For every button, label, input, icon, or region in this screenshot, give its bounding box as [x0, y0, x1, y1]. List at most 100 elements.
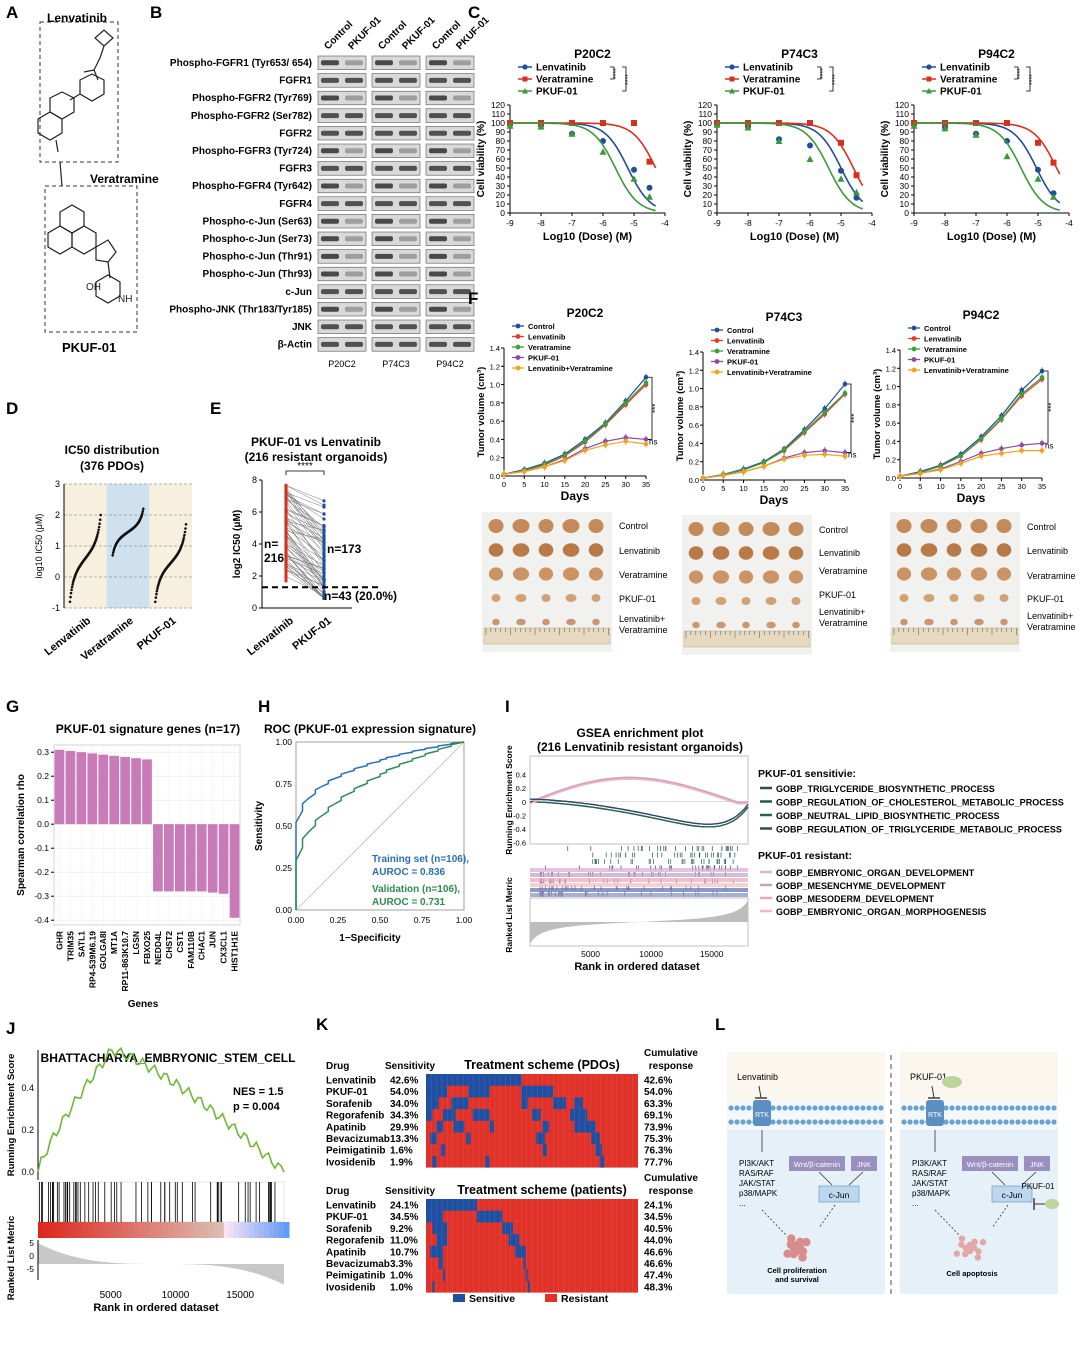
membrane-lipid — [878, 1119, 883, 1124]
x-tick-label: 20 — [581, 480, 589, 489]
y-tick-label: 20 — [900, 190, 910, 200]
y-tick-label: 90 — [703, 127, 713, 137]
data-point — [600, 120, 606, 126]
drug-label: Lenvatinib — [326, 1076, 376, 1087]
mechanism-lenvatinib-side: RTKLenvatinibPI3K/AKTRAS/RAFJAK/STATp38/… — [727, 1052, 885, 1294]
rank-color-cell — [174, 1222, 180, 1238]
data-point — [1004, 120, 1010, 126]
blot-band — [345, 289, 363, 294]
rank-color-cell — [269, 1222, 275, 1238]
blot-band — [399, 148, 417, 153]
sensitivity-value: 3.3% — [390, 1259, 413, 1270]
x-tick-label: -7 — [972, 218, 980, 228]
membrane-lipid — [1051, 1119, 1056, 1124]
y-tick-label: 0.4 — [689, 439, 699, 448]
panel-h: H ROC (PKUF-01 expression signature)0.00… — [254, 697, 476, 944]
cumulative-value: 63.3% — [644, 1099, 672, 1110]
outcome-label: Cell apoptosis — [946, 1269, 997, 1278]
viability-chart-p74c3: P74C30102030405060708090100110120-9 -8 -7-… — [683, 47, 876, 243]
membrane-lipid — [1033, 1105, 1038, 1110]
tumor-specimen — [516, 594, 527, 602]
growth-line — [504, 383, 646, 475]
y-tick-label: 0 — [522, 798, 526, 807]
membrane-lipid — [788, 1119, 793, 1124]
data-point — [854, 195, 860, 201]
membrane-lipid — [830, 1105, 835, 1110]
rank-color-cell — [244, 1222, 250, 1238]
wnt-label: Wnt/β-catenin — [967, 1160, 1013, 1169]
sensitivity-value: 1.0% — [390, 1282, 413, 1293]
x-tick-label: 0.00 — [288, 915, 305, 925]
jnk-label: JNK — [1030, 1160, 1044, 1169]
data-point — [1040, 369, 1045, 374]
sensitivity-value: 42.6% — [390, 1076, 418, 1087]
x-axis-label: Rank in ordered dataset — [93, 1302, 219, 1314]
gene-bar — [66, 751, 76, 824]
drug-label: Ivosidenib — [326, 1282, 375, 1293]
ruler — [892, 628, 1018, 644]
column-header: Sensitivity — [385, 1186, 435, 1197]
column-header: Drug — [326, 1061, 349, 1072]
legend-label: Veratramine — [536, 75, 594, 86]
tumor-specimen — [766, 597, 777, 605]
y-tick-label: -0.3 — [34, 891, 49, 901]
blot-row-label: Phospho-FGFR3 (Tyr724) — [192, 146, 312, 157]
legend-marker — [715, 328, 720, 333]
gsea-stem-cell-plot: BHATTACHARYA_EMBRYONIC_STEM_CELL0.00.20.… — [6, 1048, 295, 1314]
gene-set-strip — [530, 883, 748, 887]
blot-band — [321, 272, 339, 277]
gene-bar — [87, 753, 97, 824]
membrane-lipid — [985, 1119, 990, 1124]
blot-band — [453, 96, 471, 101]
ns-label: ns — [1045, 441, 1053, 450]
blot-band — [345, 254, 363, 259]
cell-cluster — [980, 1239, 986, 1245]
gene-bar — [98, 755, 108, 825]
gene-bar — [208, 824, 218, 892]
legend-label: Lenvatinib — [743, 63, 793, 74]
tumor-specimen — [739, 570, 753, 583]
membrane-lipid — [878, 1105, 883, 1110]
blot-row-label: Phospho-c-Jun (Thr91) — [203, 252, 312, 263]
membrane-lipid — [788, 1105, 793, 1110]
blot-band — [375, 272, 393, 277]
membrane-lipid — [824, 1119, 829, 1124]
legend-marker — [516, 334, 521, 339]
data-point — [843, 391, 848, 396]
data-point — [623, 439, 628, 444]
gene-set-strip — [530, 893, 748, 897]
legend-marker — [523, 77, 528, 82]
rank-color-cell — [108, 1222, 114, 1238]
heatmap-title: Treatment scheme (PDOs) — [464, 1058, 620, 1072]
sensitive-cell — [515, 1246, 526, 1258]
blot-band — [321, 324, 339, 329]
sensitivity-value: 34.5% — [390, 1212, 418, 1223]
pathway-label: RAS/RAF — [912, 1169, 947, 1178]
y-tick-label: 20 — [496, 190, 506, 200]
blot-row-label: Phospho-FGFR4 (Tyr642) — [192, 181, 312, 192]
data-point — [776, 120, 782, 126]
cumulative-value: 46.6% — [644, 1247, 672, 1258]
panel-label-b: B — [150, 3, 162, 22]
drug-label: Apatinib — [326, 1247, 366, 1258]
blot-band — [375, 113, 393, 118]
tumor-specimen — [921, 519, 938, 533]
y-tick-label: 2 — [55, 510, 60, 520]
data-point — [822, 452, 827, 457]
y-tick-label: -1 — [52, 603, 60, 613]
blot-band — [345, 60, 363, 65]
data-point — [1019, 448, 1024, 453]
legend-marker — [912, 336, 917, 341]
blot-band — [345, 78, 363, 83]
tumor-photos: ControlLenvatinibVeratraminePKUF-01Lenva… — [482, 512, 1076, 655]
chart-title: BHATTACHARYA_EMBRYONIC_STEM_CELL — [41, 1051, 296, 1065]
membrane-lipid — [842, 1119, 847, 1124]
x-tick-label: -9 — [910, 218, 918, 228]
y-tick-label: 0 — [904, 208, 909, 218]
y-tick-label: 0.8 — [689, 403, 699, 412]
rank-color-cell — [118, 1222, 124, 1238]
cumulative-value: 48.3% — [644, 1282, 672, 1293]
data-point — [822, 410, 827, 415]
legend-label: GOBP_NEUTRAL_LIPID_BIOSYNTHETIC_PROCESS — [776, 811, 1000, 821]
y-tick-label: 0.3 — [37, 747, 49, 757]
